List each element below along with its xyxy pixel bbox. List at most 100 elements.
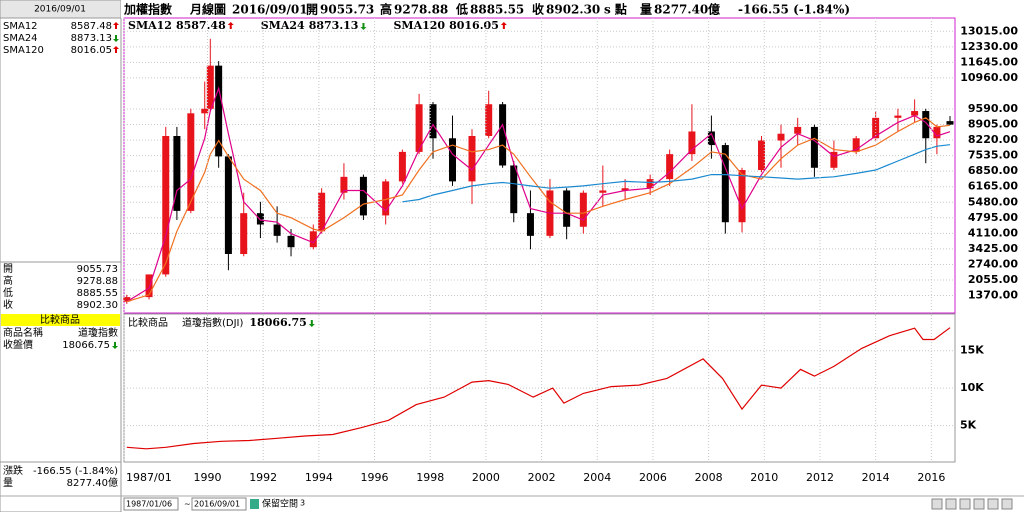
candle-body (563, 190, 571, 227)
y-tick-label: 13015.00 (960, 24, 1018, 37)
end-date-box[interactable] (191, 497, 247, 511)
header-field: 開 (306, 3, 318, 17)
toolbar-buttons (931, 498, 1013, 510)
legend-value: 18066.75 (249, 316, 306, 329)
legend-value: 8873.13 (71, 33, 112, 44)
header-field: 8277.40 (654, 3, 708, 17)
arrow-down (308, 320, 315, 327)
compare-title: 比較商品 (40, 313, 80, 326)
start-date-box[interactable] (123, 497, 179, 511)
button[interactable] (973, 498, 985, 510)
candle-body (224, 156, 232, 254)
candle-body (911, 111, 919, 116)
bottom-label: 漲跌 (3, 464, 23, 477)
candle-body (621, 188, 629, 191)
legend-name: SMA120 (3, 45, 44, 56)
bottom-label: 量 (3, 477, 13, 489)
candle-body (810, 126, 818, 168)
compare-label: 收盤價 (3, 338, 33, 351)
x-tick-label: 2004 (583, 471, 611, 484)
header-bar (121, 0, 1024, 18)
candle-body (449, 138, 457, 182)
candle-body (894, 115, 902, 118)
info-value: 8902.30 (77, 300, 118, 311)
compare-value: 道瓊指數 (78, 326, 118, 339)
candle-body (946, 121, 954, 125)
reserve-value[interactable]: 3 (300, 499, 305, 508)
bottom-value: -166.55 (-1.84%) (33, 466, 118, 477)
y-tick-label: 10K (960, 381, 984, 394)
start-date[interactable]: 1987/01/06 (126, 500, 172, 509)
compare-label: 商品名稱 (3, 326, 43, 339)
header-field: 9278.88 (394, 3, 448, 17)
candle-body (933, 126, 941, 139)
x-tick-label: 2016 (917, 471, 945, 484)
candle-body (599, 190, 607, 193)
y-tick-label: 15K (960, 344, 984, 357)
x-tick-label: 1992 (249, 471, 277, 484)
button[interactable] (987, 498, 999, 510)
series-line (126, 327, 951, 450)
legend-name: SMA12 (3, 21, 38, 32)
x-tick-label: 1987/01 (126, 471, 172, 484)
candle-body (215, 65, 223, 157)
candle-body (287, 235, 295, 248)
legend-name: SMA24 (261, 19, 305, 32)
end-date[interactable]: 2016/09/01 (194, 500, 240, 509)
button[interactable] (945, 498, 957, 510)
header-field: 2016/09/01 (232, 3, 308, 17)
header-field: 8902.30 (546, 3, 600, 17)
y-tick-label: 2740.00 (968, 257, 1018, 270)
reserve-icon[interactable] (250, 499, 259, 509)
candle-body (145, 274, 153, 298)
candle-body (666, 154, 674, 180)
candle-body (646, 179, 654, 189)
candle-body (187, 113, 195, 211)
arrow-down (113, 35, 119, 42)
y-tick-label: 5480.00 (968, 195, 1018, 208)
candle-body (309, 231, 317, 248)
y-tick-label: 6165.00 (968, 180, 1018, 193)
button[interactable] (931, 498, 943, 510)
x-tick-label: 1996 (361, 471, 389, 484)
legend-name: SMA120 (393, 19, 445, 32)
candle-body (579, 192, 587, 227)
arrow-up (227, 22, 234, 29)
compare-value: 18066.75 (62, 340, 110, 351)
bottom-value: 8277.40億 (67, 476, 118, 489)
compare-header (1, 314, 120, 326)
button[interactable] (959, 498, 971, 510)
arrow-up (113, 46, 119, 53)
x-tick-label: 1990 (194, 471, 222, 484)
arrow-down (360, 23, 367, 30)
x-tick-label: 2002 (528, 471, 556, 484)
header-field: -166.55 (-1.84%) (738, 3, 850, 17)
header-field: 高 (380, 2, 392, 17)
legend-title: 比較商品 (128, 316, 168, 329)
sidebar-date: 2016/09/01 (34, 5, 86, 15)
candle-body (510, 165, 518, 214)
candle-body (738, 170, 746, 223)
y-tick-label: 8905.00 (968, 118, 1018, 131)
legend-name: SMA24 (3, 33, 38, 44)
button[interactable] (1001, 498, 1013, 510)
legend-value: 8873.13 (309, 19, 359, 32)
sidebar (0, 17, 122, 512)
header-field: 9055.73 (320, 3, 374, 17)
info-label: 低 (3, 286, 13, 299)
header-field: 8885.55 (470, 3, 524, 17)
x-tick-label: 2000 (472, 471, 500, 484)
y-tick-label: 7535.00 (968, 149, 1018, 162)
candle-body (256, 213, 264, 225)
info-label: 開 (3, 263, 13, 275)
y-tick-label: 12330.00 (960, 40, 1018, 53)
candle-body (273, 224, 281, 236)
y-tick-label: 1370.00 (968, 289, 1018, 302)
candle-body (758, 140, 766, 171)
info-label: 收 (3, 298, 13, 311)
y-tick-label: 8220.00 (968, 133, 1018, 146)
y-tick-label: 10960.00 (960, 71, 1018, 84)
arrow-up (500, 22, 507, 29)
